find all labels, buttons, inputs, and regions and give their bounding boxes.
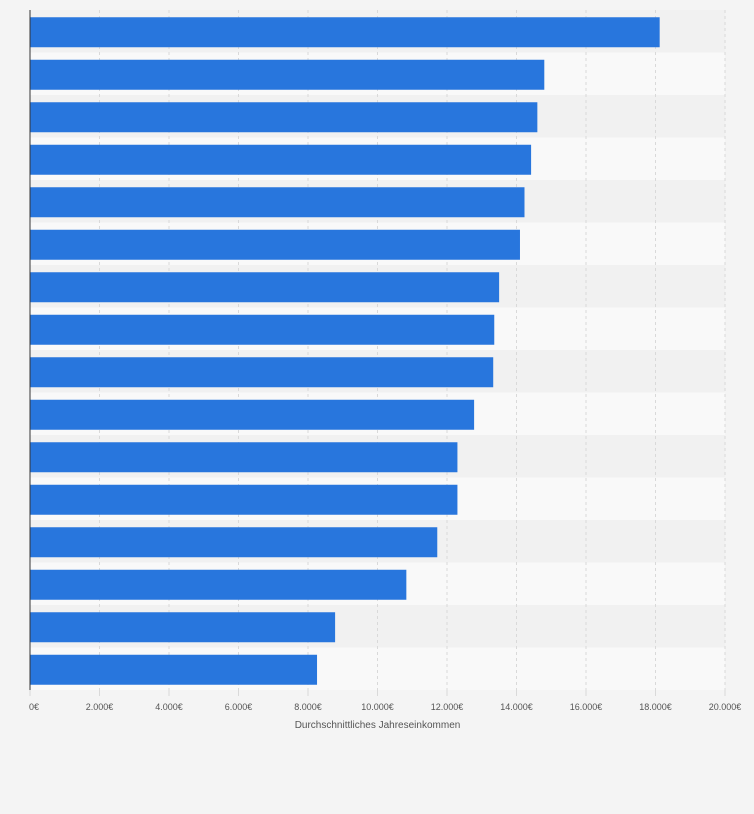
bar[interactable] [30,102,538,133]
x-tick-label: 14.000€ [500,702,533,712]
bar[interactable] [30,17,660,48]
x-tick-label: 4.000€ [155,702,183,712]
bar[interactable] [30,272,500,303]
bar[interactable] [30,569,407,600]
bar[interactable] [30,314,495,345]
bar[interactable] [30,357,494,388]
bar[interactable] [30,144,532,175]
bar[interactable] [30,442,458,473]
bar[interactable] [30,612,336,643]
x-tick-label: 16.000€ [570,702,603,712]
bar[interactable] [30,484,458,515]
bars [30,17,660,685]
bar[interactable] [30,59,545,90]
x-tick-label: 10.000€ [361,702,394,712]
x-axis-ticks: 0€ 2.000€ 4.000€ 6.000€ 8.000€ 10.000€ 12.000€… [29,690,741,712]
x-tick-label: 0€ [29,702,39,712]
x-tick-label: 18.000€ [639,702,672,712]
x-axis-label: Durchschnittliches Jahreseinkommen [295,720,461,731]
bar[interactable] [30,527,438,558]
x-tick-label: 8.000€ [294,702,322,712]
bar[interactable] [30,229,520,260]
x-tick-label: 12.000€ [431,702,464,712]
bar[interactable] [30,654,318,685]
x-tick-label: 2.000€ [86,702,114,712]
bar[interactable] [30,187,525,218]
x-tick-label: 6.000€ [225,702,253,712]
bar[interactable] [30,399,475,430]
x-tick-label: 20.000€ [709,702,742,712]
